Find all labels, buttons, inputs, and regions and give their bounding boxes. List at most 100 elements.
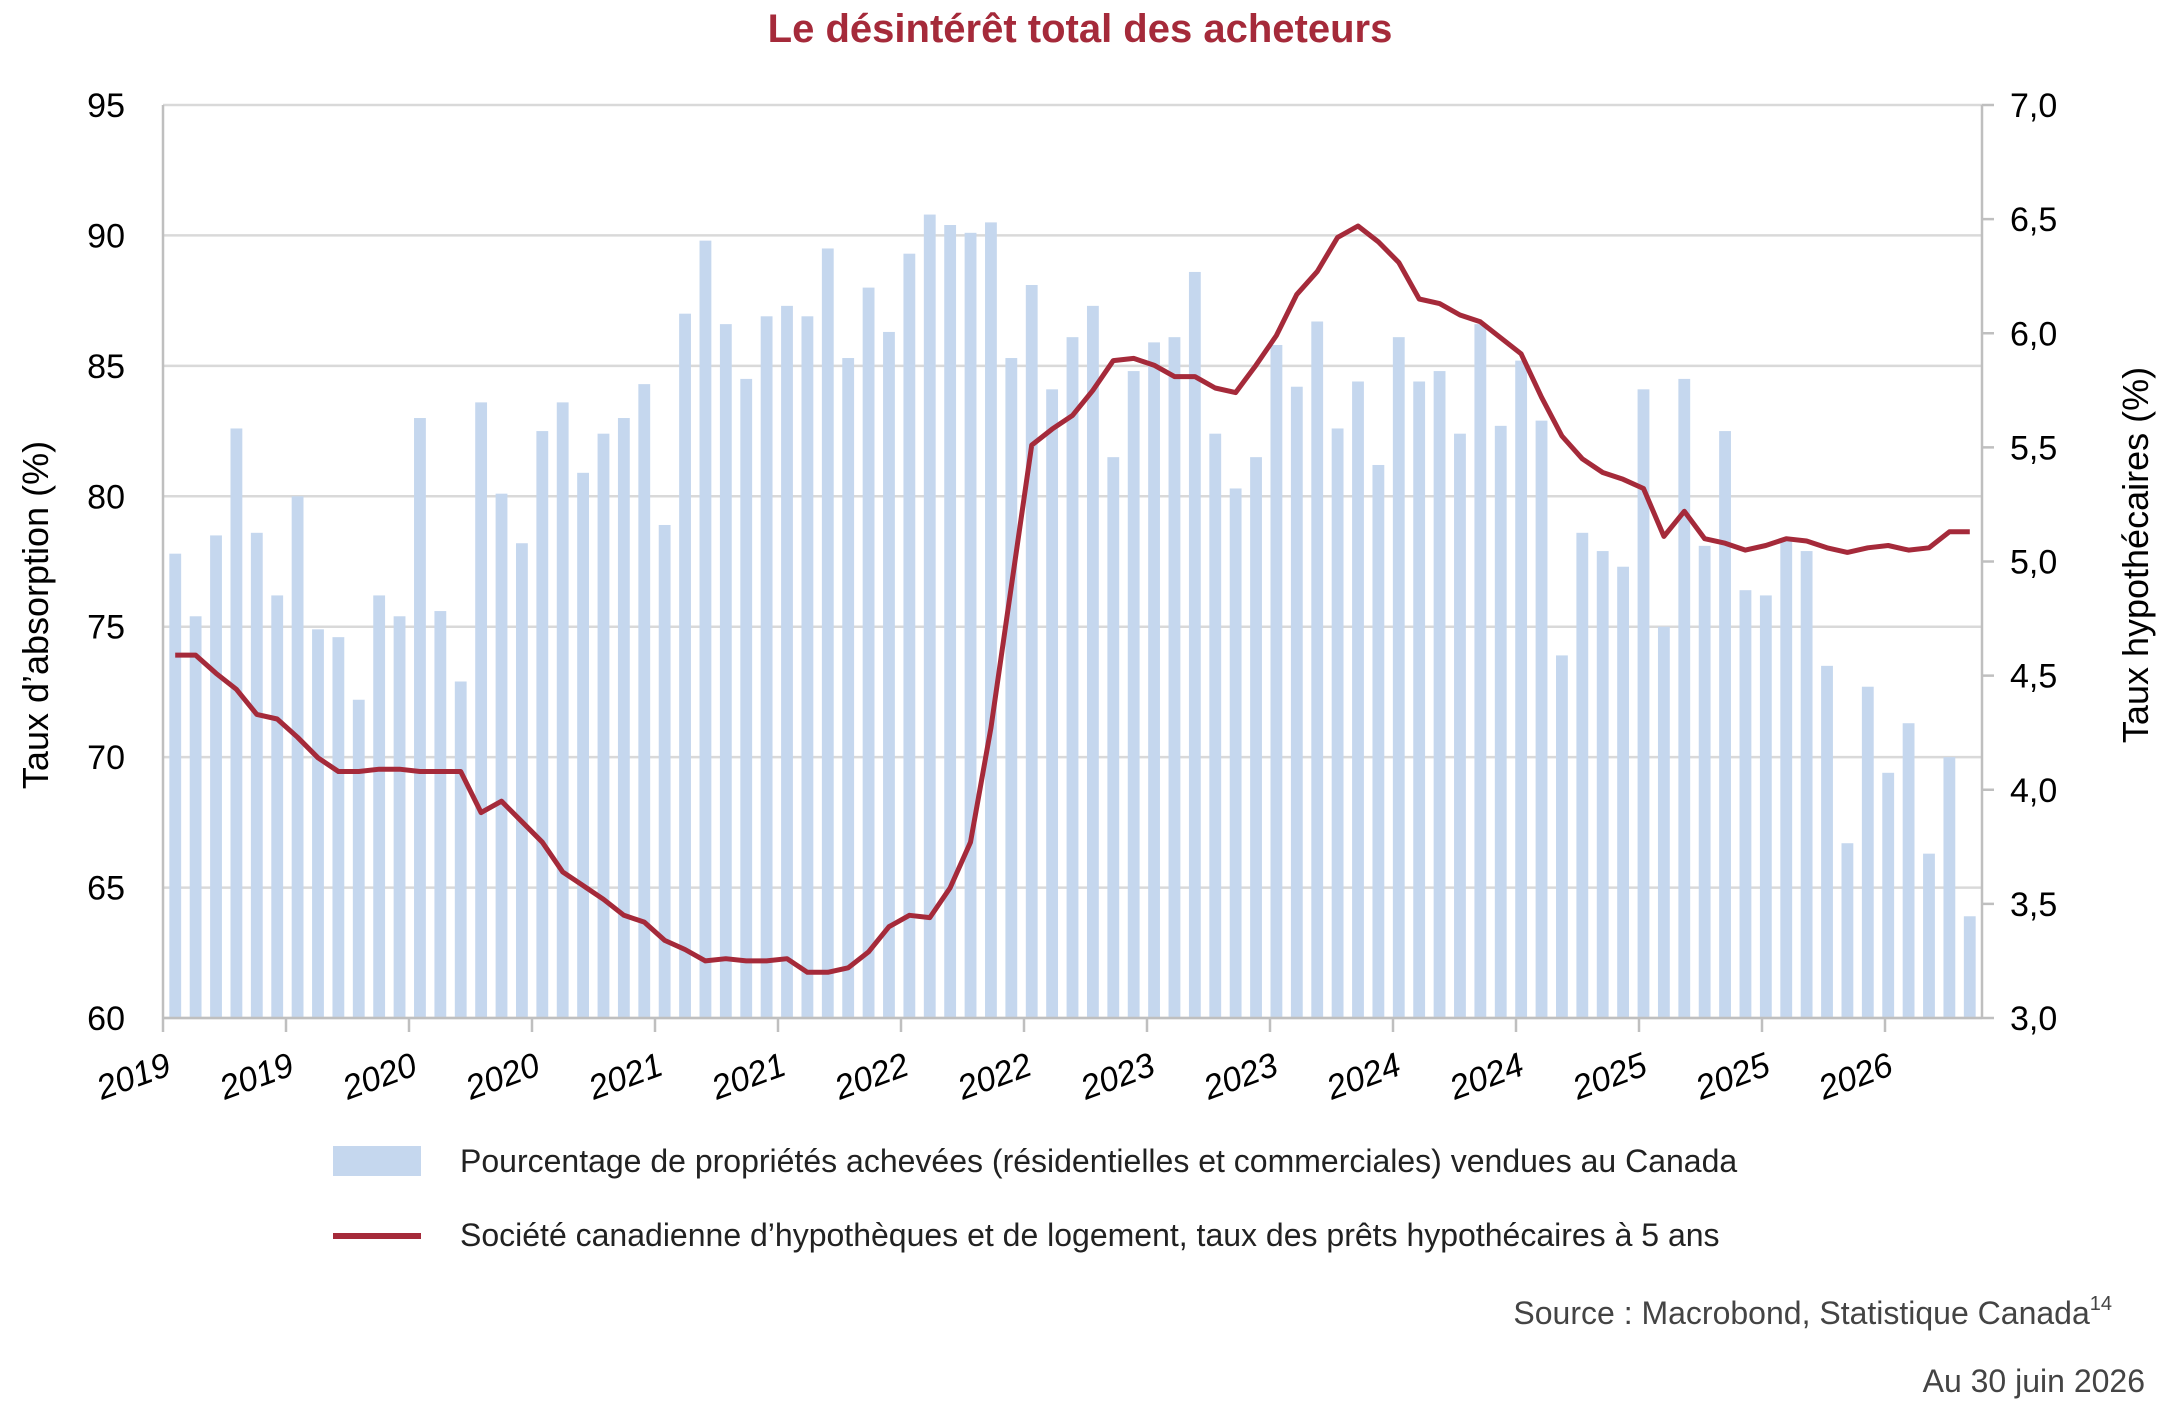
- bar: [1759, 595, 1772, 1018]
- bar: [1556, 655, 1568, 1018]
- right-tick-label: 4,0: [2010, 772, 2057, 810]
- bar: [515, 543, 528, 1018]
- bar: [1943, 757, 1956, 1018]
- bar: [1311, 321, 1324, 1018]
- bar: [1229, 488, 1242, 1019]
- bar: [842, 358, 855, 1018]
- x-tick-label: 2025: [1567, 1046, 1652, 1108]
- bar: [312, 629, 324, 1018]
- bar: [923, 214, 936, 1018]
- bar: [1739, 590, 1752, 1018]
- bar: [1392, 337, 1405, 1019]
- x-tick-label: 2020: [337, 1046, 422, 1108]
- right-tick-label: 5,5: [2010, 429, 2057, 467]
- source-note: Source : Macrobond, Statistique Canada14: [1513, 1293, 2112, 1331]
- bar: [964, 232, 977, 1018]
- bar-series: [169, 214, 1976, 1019]
- x-tick-label: 2022: [829, 1046, 914, 1108]
- bar: [1882, 772, 1895, 1018]
- bar: [1474, 324, 1487, 1018]
- bar: [1596, 551, 1609, 1018]
- date-note: Au 30 juin 2026: [1923, 1363, 2145, 1399]
- bar: [393, 616, 406, 1018]
- legend-bar-label: Pourcentage de propriétés achevées (rési…: [460, 1143, 1737, 1179]
- bar: [414, 418, 426, 1018]
- bar: [1821, 665, 1833, 1018]
- chart-title: Le désintérêt total des acheteurs: [768, 7, 1393, 51]
- bar: [719, 324, 732, 1018]
- bar: [1841, 843, 1854, 1018]
- bar: [210, 535, 222, 1018]
- legend-line-label: Société canadienne d’hypothèques et de l…: [460, 1217, 1720, 1253]
- x-tick-label: 2023: [1198, 1046, 1283, 1108]
- bar: [638, 384, 651, 1018]
- bar: [475, 402, 488, 1018]
- bar: [1657, 626, 1670, 1018]
- bar: [1698, 545, 1711, 1018]
- bar: [1923, 853, 1935, 1018]
- bar: [1637, 389, 1650, 1018]
- left-tick-label: 60: [87, 1000, 125, 1038]
- bar: [1250, 457, 1262, 1019]
- bar: [1719, 431, 1731, 1019]
- legend: Pourcentage de propriétés achevées (rési…: [333, 1143, 1737, 1253]
- bar: [1005, 358, 1018, 1018]
- x-tick-label: 2025: [1690, 1046, 1775, 1108]
- bar: [291, 496, 304, 1018]
- bar: [1168, 337, 1181, 1019]
- bar: [1963, 916, 1976, 1018]
- bar: [352, 699, 365, 1018]
- bar: [801, 316, 814, 1018]
- bar: [454, 681, 467, 1018]
- source-text: Source : Macrobond, Statistique Canada: [1513, 1295, 2090, 1331]
- left-tick-label: 80: [87, 478, 125, 516]
- bar: [985, 222, 997, 1018]
- left-tick-label: 85: [87, 348, 125, 386]
- left-tick-label: 95: [87, 87, 125, 125]
- bar: [944, 224, 957, 1019]
- bar: [1270, 344, 1283, 1018]
- bar: [434, 611, 447, 1018]
- bar: [1576, 532, 1589, 1018]
- x-tick-label: 2019: [214, 1046, 299, 1108]
- bar: [903, 253, 916, 1018]
- bar: [1331, 428, 1344, 1018]
- bar: [760, 316, 773, 1018]
- bar: [1025, 284, 1038, 1018]
- bar: [1902, 723, 1915, 1018]
- bar: [1780, 538, 1793, 1018]
- bar: [1494, 425, 1507, 1019]
- x-tick-label: 2019: [91, 1046, 176, 1108]
- bar: [1372, 464, 1385, 1018]
- right-tick-label: 3,0: [2010, 1000, 2057, 1038]
- x-tick-label: 2023: [1075, 1046, 1160, 1108]
- right-tick-label: 6,0: [2010, 315, 2057, 353]
- right-tick-label: 7,0: [2010, 87, 2057, 125]
- bar: [862, 287, 875, 1019]
- x-tick-label: 2021: [706, 1046, 791, 1108]
- left-axis-label: Taux d’absorption (%): [15, 441, 56, 789]
- bar: [1086, 305, 1099, 1018]
- right-axis-label: Taux hypothécaires (%): [2115, 367, 2156, 743]
- bar: [617, 418, 630, 1018]
- bar: [1188, 271, 1201, 1018]
- bar: [1209, 433, 1222, 1018]
- left-tick-label: 75: [87, 609, 125, 647]
- bar: [556, 402, 569, 1018]
- bar: [189, 616, 202, 1018]
- source-superscript: 14: [2090, 1293, 2112, 1315]
- left-axis-ticks: 60 65 70 75 80 85 90 95: [87, 87, 125, 1038]
- bar: [1127, 371, 1140, 1018]
- bar: [1413, 381, 1426, 1019]
- x-tick-label: 2021: [583, 1046, 668, 1108]
- x-axis-ticks: 2019 2019 2020 2020 2021 2021 2022 2022 2023 2023…: [91, 1018, 1898, 1108]
- x-tick-label: 2026: [1813, 1046, 1898, 1108]
- line-series: [175, 223, 1970, 975]
- x-tick-label: 2020: [460, 1046, 545, 1108]
- x-tick-label: 2024: [1444, 1046, 1529, 1108]
- bar: [821, 248, 834, 1018]
- bar: [781, 305, 793, 1018]
- x-tick-label: 2022: [952, 1046, 1037, 1108]
- bar: [1617, 566, 1630, 1018]
